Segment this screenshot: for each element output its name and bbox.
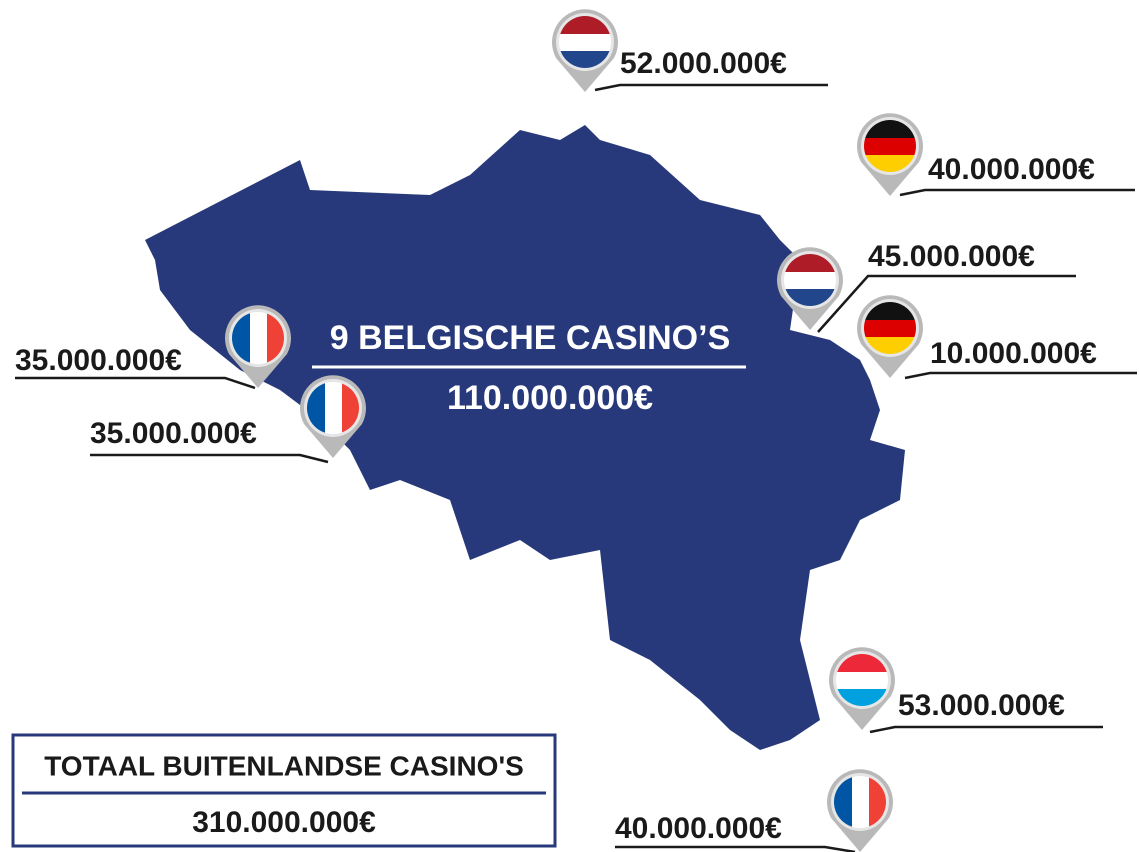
marker-amount: 45.000.000€ bbox=[868, 240, 1035, 273]
center-title: 9 BELGISCHE CASINO’S bbox=[330, 319, 731, 357]
marker: 45.000.000€ bbox=[777, 240, 1076, 333]
belgium-map bbox=[145, 125, 905, 750]
marker-amount: 10.000.000€ bbox=[930, 337, 1097, 370]
marker: 40.000.000€ bbox=[615, 769, 893, 852]
marker-amount: 35.000.000€ bbox=[15, 344, 182, 377]
marker: 53.000.000€ bbox=[829, 647, 1103, 734]
marker-amount: 35.000.000€ bbox=[90, 417, 257, 450]
marker: 52.000.000€ bbox=[552, 9, 828, 92]
marker-amount: 52.000.000€ bbox=[620, 47, 787, 80]
marker-amount: 40.000.000€ bbox=[615, 812, 782, 845]
center-amount: 110.000.000€ bbox=[447, 379, 653, 417]
marker-amount: 40.000.000€ bbox=[928, 153, 1095, 186]
marker-amount: 53.000.000€ bbox=[898, 689, 1065, 722]
marker: 10.000.000€ bbox=[857, 295, 1137, 380]
total-title: TOTAAL BUITENLANDSE CASINO'S bbox=[44, 750, 524, 781]
marker: 35.000.000€ bbox=[15, 305, 291, 390]
marker: 35.000.000€ bbox=[90, 375, 366, 464]
total-amount: 310.000.000€ bbox=[192, 806, 376, 839]
total-box: TOTAAL BUITENLANDSE CASINO'S 310.000.000… bbox=[11, 733, 557, 848]
marker: 40.000.000€ bbox=[857, 113, 1135, 197]
